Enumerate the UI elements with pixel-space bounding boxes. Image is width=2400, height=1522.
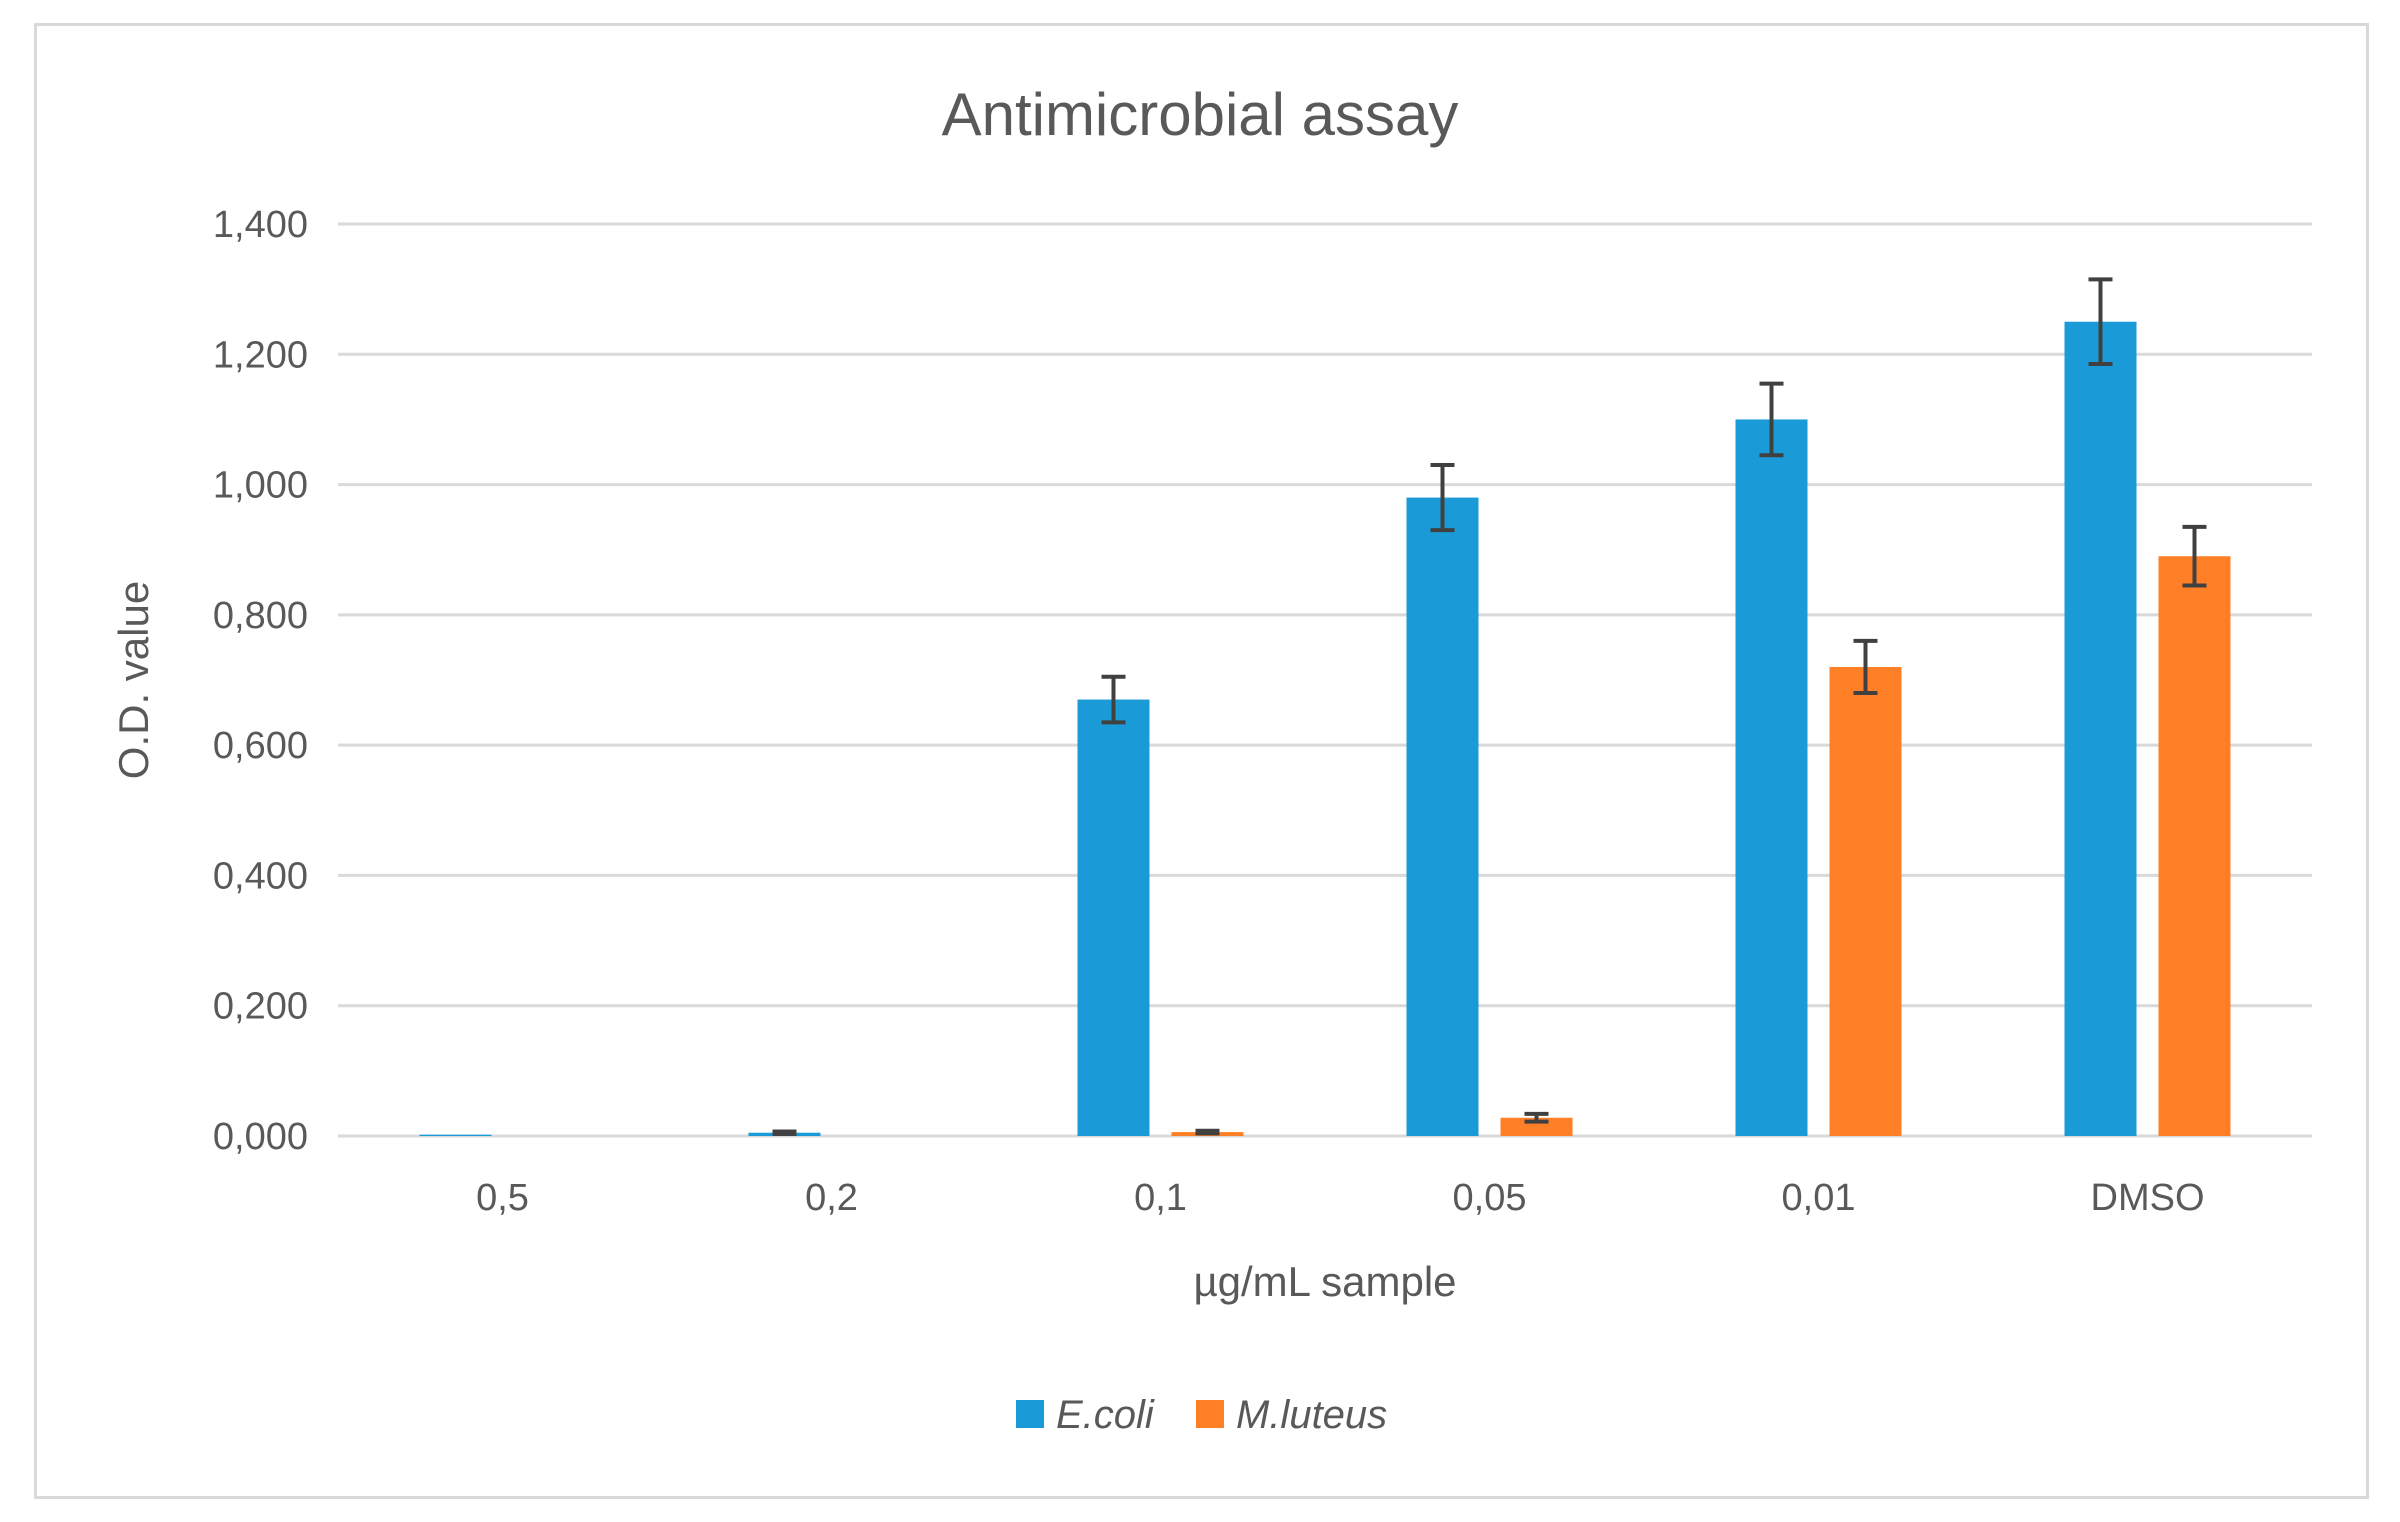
bar-mluteus-4 (1829, 666, 1902, 1136)
y-tick-label: 0,200 (213, 986, 308, 1028)
y-tick-label: 1,000 (213, 465, 308, 507)
legend: E.coli M.luteus (1016, 1393, 1387, 1437)
y-tick-label: 0,600 (213, 725, 308, 767)
error-bar (1195, 1128, 1220, 1136)
y-tick-label: 0,800 (213, 595, 308, 637)
chart-title: Antimicrobial assay (942, 81, 1459, 148)
legend-swatch (1196, 1400, 1224, 1428)
bar-mluteus-3 (1500, 1117, 1573, 1136)
legend-item-ecoli: E.coli (1016, 1393, 1155, 1437)
error-bar (1101, 674, 1126, 725)
bar-mluteus-5 (2158, 556, 2231, 1136)
error-bar (2182, 524, 2207, 588)
y-tick-label: 1,400 (213, 204, 308, 246)
error-bar (1430, 463, 1455, 533)
error-bar (772, 1129, 797, 1137)
x-tick-label: 0,2 (805, 1177, 858, 1219)
error-bar (1759, 381, 1784, 458)
legend-label: E.coli (1056, 1393, 1155, 1437)
error-bar (2088, 277, 2113, 367)
x-axis-label: µg/mL sample (1193, 1258, 1456, 1305)
x-axis-ticks: 0,5 0,2 0,1 0,05 0,01 DMSO (476, 1177, 2204, 1219)
bar-ecoli-3 (1406, 497, 1479, 1137)
bar-ecoli-2 (1077, 699, 1150, 1136)
error-bar (1853, 638, 1878, 696)
bar-ecoli-5 (2064, 321, 2137, 1136)
x-tick-label: 0,05 (1453, 1177, 1527, 1219)
legend-swatch (1016, 1400, 1044, 1428)
x-tick-label: 0,5 (476, 1177, 529, 1219)
y-tick-label: 0,000 (213, 1116, 308, 1158)
y-axis-label: O.D. value (110, 581, 157, 779)
x-tick-label: 0,01 (1782, 1177, 1856, 1219)
y-tick-label: 1,200 (213, 334, 308, 376)
y-axis-ticks: 0,000 0,200 0,400 0,600 0,800 1,000 1,200 1,400 (213, 204, 308, 1158)
error-bars (772, 277, 2207, 1137)
legend-label: M.luteus (1236, 1393, 1387, 1437)
x-tick-label: DMSO (2091, 1177, 2205, 1219)
y-tick-label: 0,400 (213, 855, 308, 897)
error-bar (1524, 1111, 1549, 1124)
gridlines (338, 222, 2312, 1138)
legend-item-mluteus: M.luteus (1196, 1393, 1387, 1437)
bars (419, 321, 2231, 1137)
bar-ecoli-0 (419, 1134, 492, 1136)
x-tick-label: 0,1 (1134, 1177, 1187, 1219)
chart-frame (34, 23, 2369, 1499)
bar-ecoli-4 (1735, 419, 1808, 1136)
